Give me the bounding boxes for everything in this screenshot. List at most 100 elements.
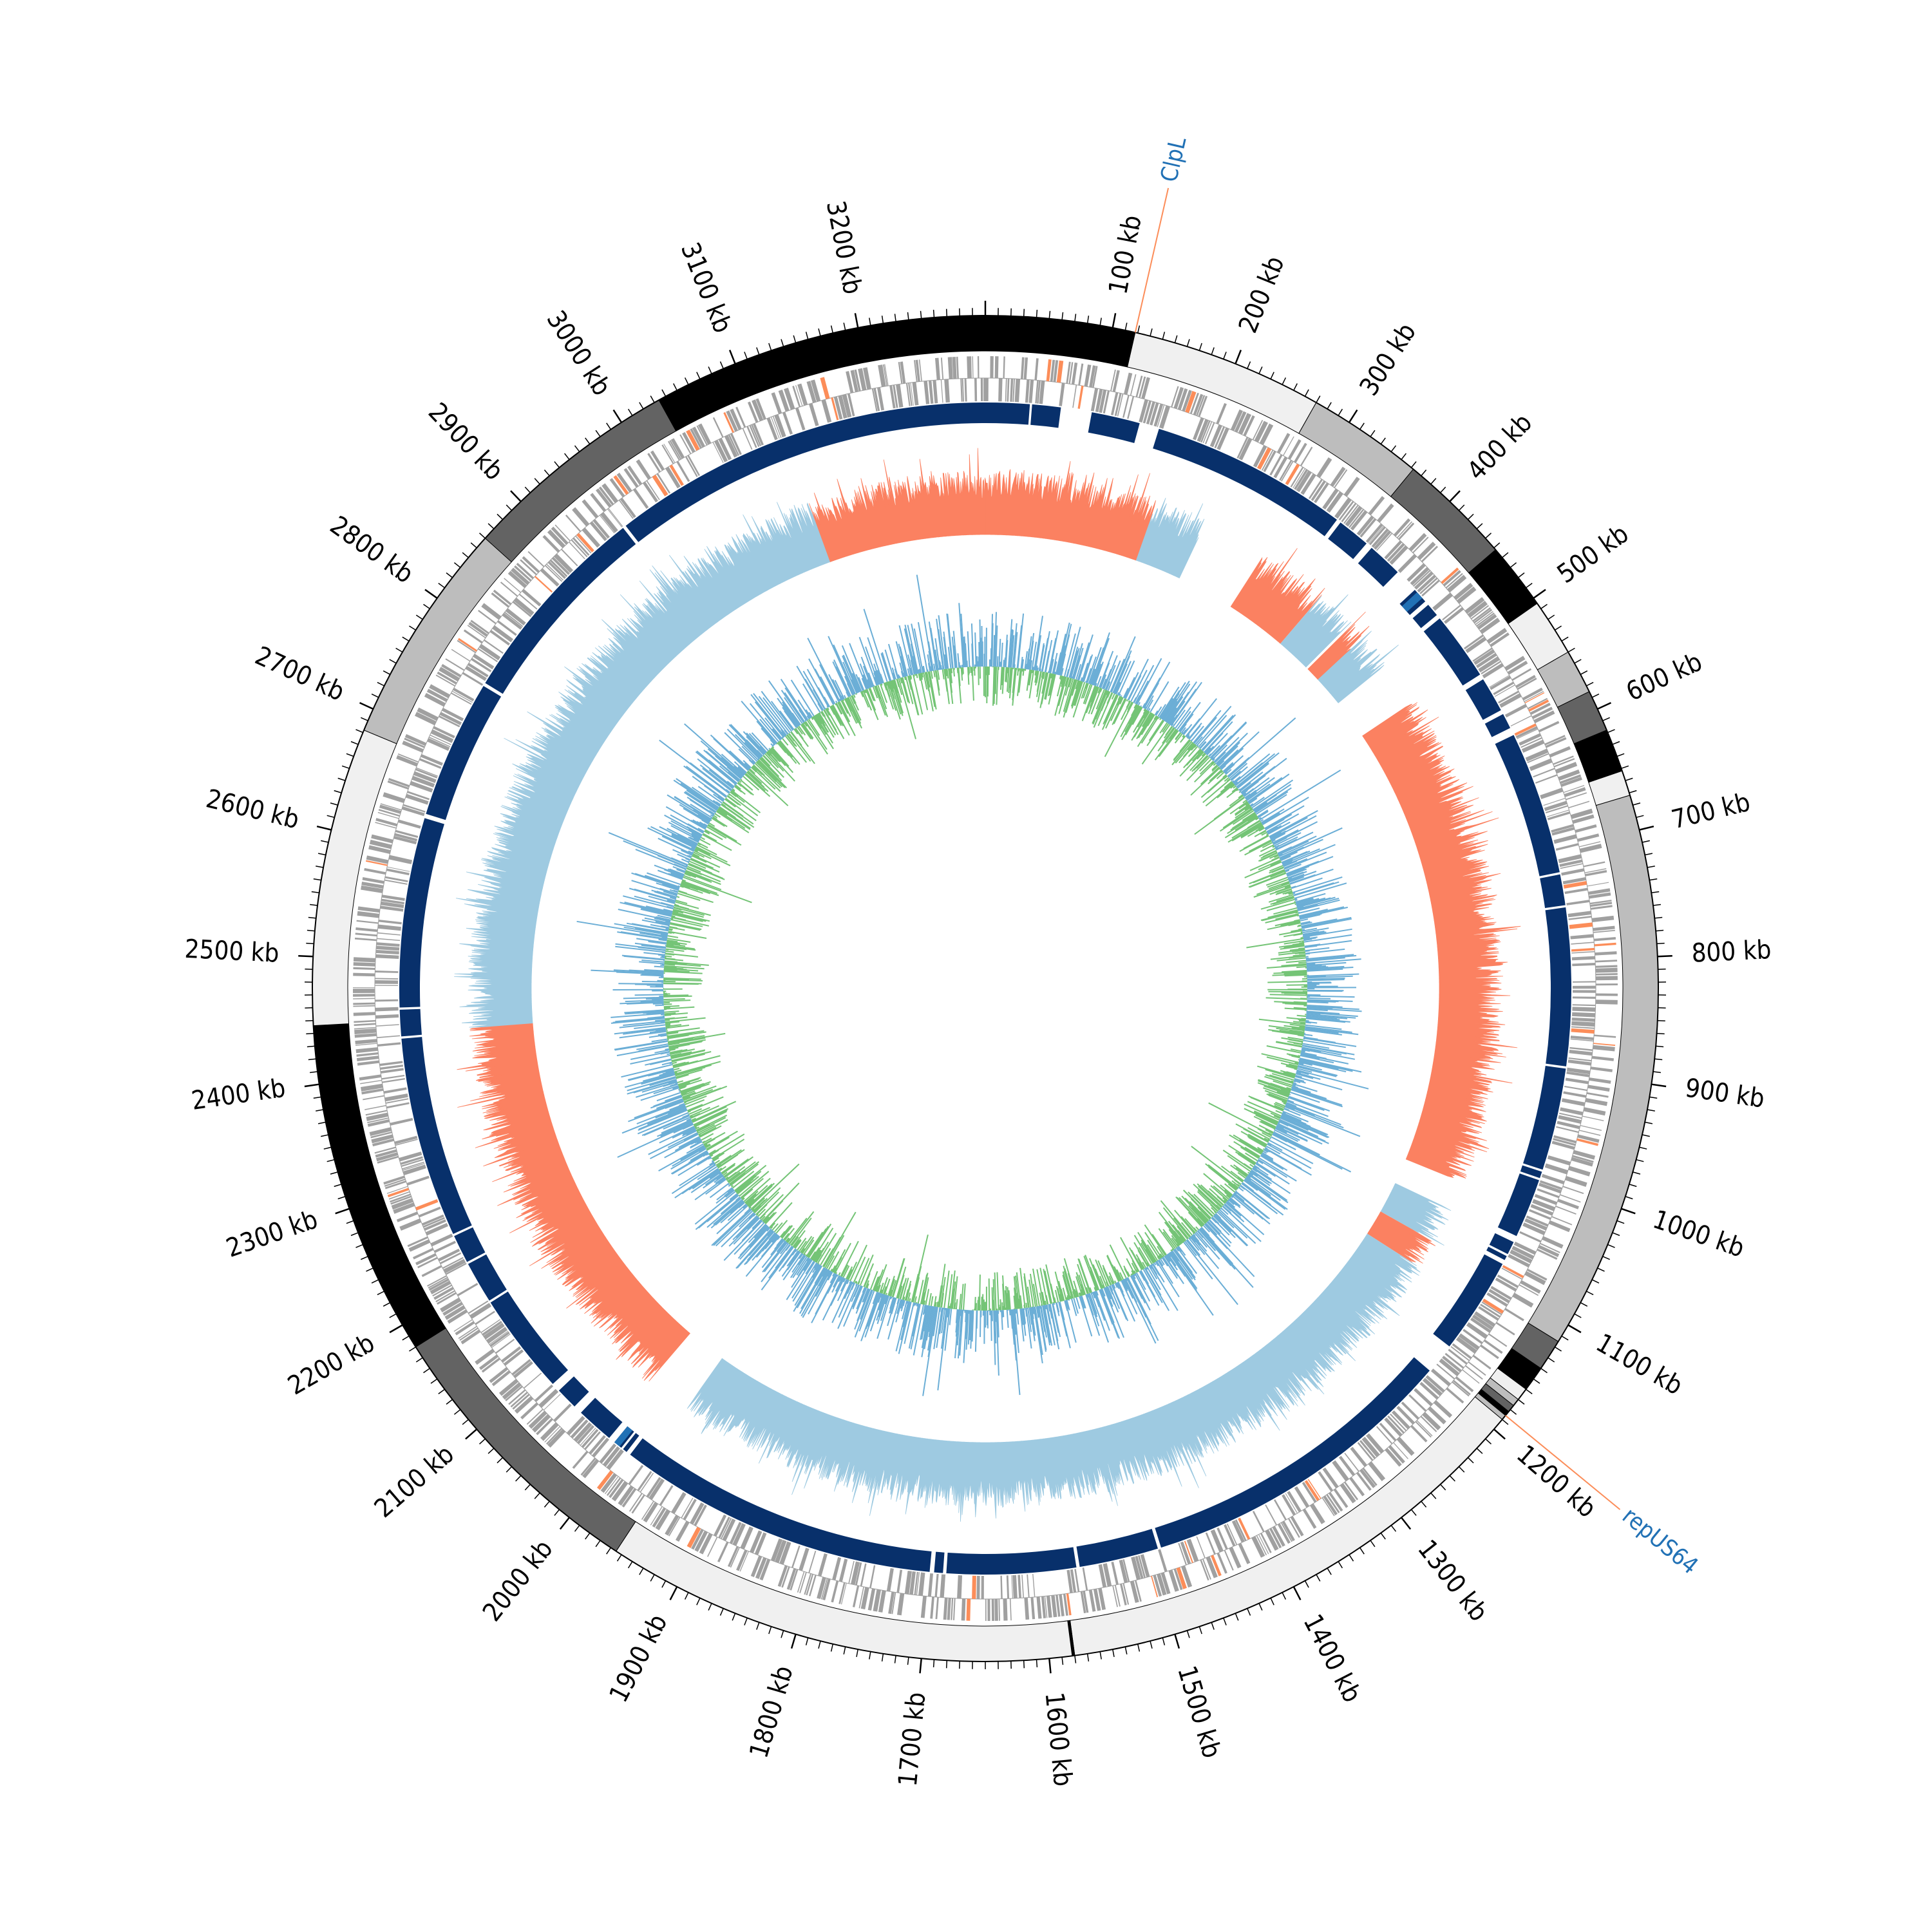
gc-content-bar [880, 653, 891, 681]
cds-feature [871, 388, 878, 412]
gc-content-bar [1283, 1103, 1287, 1105]
gc-content-bar [913, 628, 924, 673]
cds-feature [388, 855, 413, 864]
cds-feature [1568, 1166, 1591, 1177]
cds-feature [1362, 1467, 1378, 1486]
gc-content-bar [1297, 925, 1302, 927]
gc-content-bar [674, 863, 687, 870]
gc-content-bar [917, 622, 928, 672]
gc-content-bar [734, 734, 761, 760]
cds-feature [1584, 868, 1607, 874]
gc-content-bar [671, 835, 697, 848]
gc-content-bar [1245, 802, 1249, 806]
gc-content-bar [1229, 1197, 1241, 1207]
gc-content-bar [1255, 1114, 1278, 1126]
cds-feature [914, 1571, 918, 1595]
gc-content-bar [719, 1167, 723, 1171]
cds-feature [1302, 1482, 1317, 1503]
cds-feature [994, 1598, 998, 1621]
gc-content-bar [1273, 897, 1294, 905]
cds-feature [940, 379, 943, 403]
cds-feature [1235, 1519, 1247, 1542]
gc-content-bar [1262, 911, 1298, 922]
cds-feature [390, 1193, 411, 1203]
cds-feature [421, 1214, 444, 1226]
gc-content-bar [772, 1223, 779, 1231]
gc-content-bar [663, 995, 692, 998]
gc-content-bar [1218, 749, 1239, 768]
cds-feature [1202, 421, 1213, 444]
cds-feature [869, 1565, 876, 1589]
gc-content-bar [676, 1069, 703, 1078]
cds-feature [1551, 1141, 1575, 1150]
gc-content-bar [1293, 881, 1340, 896]
gc-content-bar [687, 1104, 703, 1112]
gc-content-bar [1090, 1292, 1110, 1343]
gc-content-bar [876, 1296, 891, 1339]
cds-feature [1357, 1442, 1374, 1461]
gc-content-bar [1142, 1269, 1163, 1303]
cds-feature [504, 611, 524, 627]
cds-feature [561, 549, 578, 567]
gc-content-bar [813, 1249, 822, 1262]
gc-content-bar [687, 860, 690, 863]
cds-feature [820, 377, 830, 399]
cds-feature [1111, 1562, 1119, 1585]
gc-content-bar [712, 817, 725, 827]
cds-feature [1519, 733, 1542, 746]
minor-tick [1467, 513, 1474, 520]
cds-feature [913, 360, 918, 383]
cds-feature [833, 396, 843, 420]
gc-content-bar [834, 679, 845, 699]
gc-content-bar [1200, 1184, 1224, 1206]
minor-tick [1099, 317, 1102, 326]
gc-content-bar [1114, 1283, 1118, 1288]
gc-content-bar [880, 1293, 884, 1298]
gc-content-bar [1233, 1193, 1264, 1220]
gc-content-bar [1133, 1273, 1136, 1276]
gc-content-bar [624, 902, 672, 914]
gc-content-bar [1036, 671, 1042, 697]
gc-content-bar [1267, 1138, 1270, 1141]
gc-content-bar [673, 906, 705, 916]
blast-block-14 [1523, 1065, 1566, 1170]
cds-feature [1414, 1388, 1433, 1406]
gc-content-bar [787, 1217, 808, 1244]
gc-content-bar [749, 1226, 770, 1248]
gc-content-bar [676, 778, 719, 809]
gc-content-bar [857, 1258, 870, 1285]
gc-content-bar [780, 1243, 790, 1255]
gc-content-bar [978, 667, 980, 685]
gc-content-bar [796, 1257, 809, 1276]
cds-feature [951, 1598, 954, 1620]
gc-content-bar [858, 677, 865, 691]
gc-content-bar [682, 1092, 696, 1098]
gc-content-bar [1261, 1053, 1299, 1063]
blast-block-18 [1486, 1246, 1507, 1260]
cds-feature [1422, 1378, 1443, 1396]
cds-feature [1254, 421, 1268, 442]
gc-content-bar [1253, 1166, 1258, 1170]
cds-feature [1416, 1420, 1433, 1437]
gc-content-bar [829, 1273, 837, 1283]
gc-content-bar [965, 1310, 967, 1322]
gc-content-bar [1303, 938, 1312, 942]
cds-feature [1480, 1344, 1499, 1359]
gc-content-bar [732, 1215, 758, 1240]
cds-feature [1135, 1555, 1144, 1579]
gc-content-bar [914, 1296, 917, 1303]
gc-content-bar [839, 698, 842, 701]
gc-content-bar [1157, 1256, 1160, 1260]
gc-content-bar [902, 672, 905, 677]
cds-feature [707, 1537, 718, 1557]
minor-tick [1137, 325, 1141, 334]
gc-content-bar [621, 1064, 673, 1078]
gc-content-bar [833, 644, 856, 695]
cds-feature [1198, 395, 1208, 417]
gc-content-bar [643, 952, 665, 956]
gc-content-bar [1275, 1126, 1287, 1133]
cds-feature [353, 989, 375, 994]
gc-content-bar [656, 890, 677, 898]
cds-feature [457, 639, 477, 654]
gc-content-bar [802, 670, 826, 710]
